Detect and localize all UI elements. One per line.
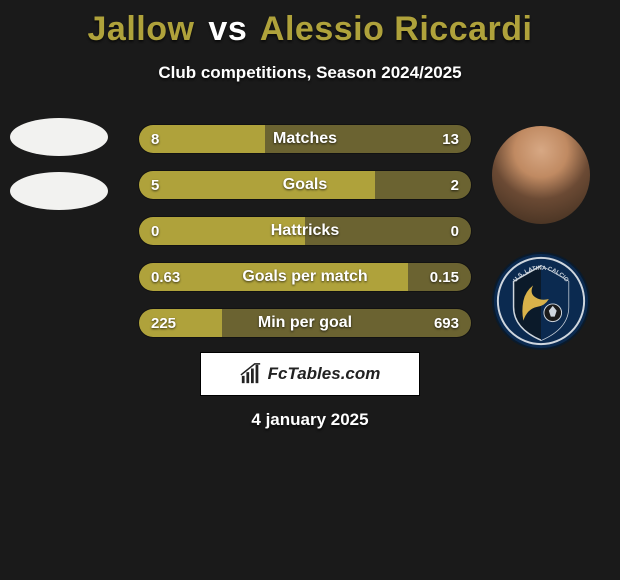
stat-bar-right: 13 [265, 125, 471, 153]
subtitle: Club competitions, Season 2024/2025 [0, 63, 620, 83]
stat-right-value: 693 [434, 315, 459, 332]
right-player-avatar [492, 126, 590, 224]
stat-right-value: 2 [451, 177, 459, 194]
left-player-avatar [10, 118, 108, 156]
stat-bar-left: 225 [139, 309, 222, 337]
stat-right-value: 0 [451, 223, 459, 240]
right-avatar-column: U.S. LATINA CALCIO [492, 126, 590, 378]
stat-bar: 0 0 Hattricks [138, 216, 472, 246]
stat-left-value: 0.63 [151, 269, 180, 286]
title-vs: vs [208, 10, 247, 48]
stat-right-value: 0.15 [430, 269, 459, 286]
date-text: 4 january 2025 [0, 410, 620, 430]
stat-bar-right: 693 [222, 309, 471, 337]
club-badge-icon: U.S. LATINA CALCIO [492, 252, 590, 350]
stat-bar-right: 0.15 [408, 263, 471, 291]
stat-bar: 8 13 Matches [138, 124, 472, 154]
title-player2: Alessio Riccardi [260, 10, 533, 48]
stat-bar-left: 8 [139, 125, 265, 153]
stat-left-value: 8 [151, 131, 159, 148]
stat-bar-left: 0 [139, 217, 305, 245]
brand-box: FcTables.com [200, 352, 420, 396]
stat-left-value: 5 [151, 177, 159, 194]
stat-bars: 8 13 Matches 5 2 Goals 0 0 Hattricks 0.6… [138, 124, 472, 354]
right-club-badge: U.S. LATINA CALCIO [492, 252, 590, 350]
left-club-avatar [10, 172, 108, 210]
stat-bar: 0.63 0.15 Goals per match [138, 262, 472, 292]
left-avatar-column [10, 118, 110, 226]
bar-chart-icon [240, 363, 262, 385]
stat-right-value: 13 [442, 131, 459, 148]
stat-left-value: 225 [151, 315, 176, 332]
stat-bar-left: 5 [139, 171, 375, 199]
stat-bar: 5 2 Goals [138, 170, 472, 200]
stat-bar: 225 693 Min per goal [138, 308, 472, 338]
brand-text: FcTables.com [268, 364, 381, 384]
stat-bar-right: 0 [305, 217, 471, 245]
title-player1: Jallow [88, 10, 195, 48]
stat-left-value: 0 [151, 223, 159, 240]
stat-bar-left: 0.63 [139, 263, 408, 291]
stat-bar-right: 2 [375, 171, 471, 199]
page-title: Jallow vs Alessio Riccardi [0, 0, 620, 49]
